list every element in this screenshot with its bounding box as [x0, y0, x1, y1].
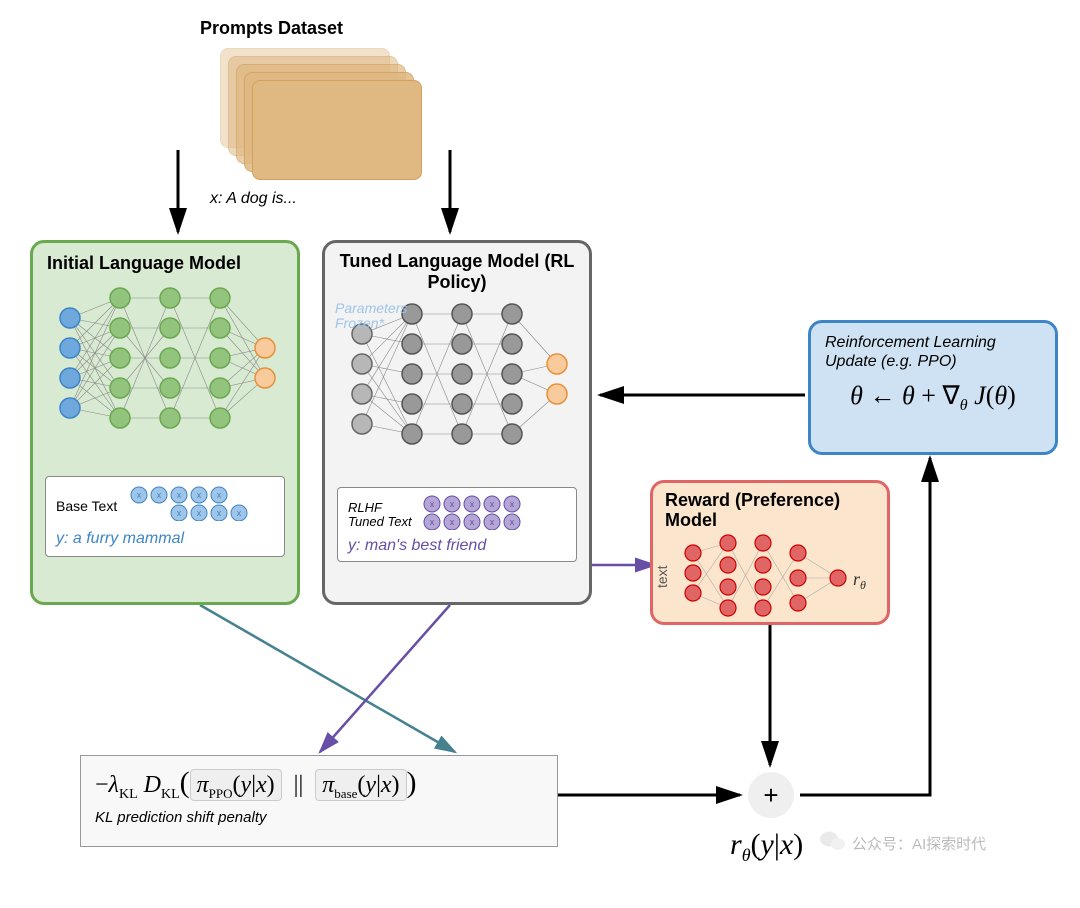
rl-update-label: Reinforcement Learning Update (e.g. PPO): [825, 333, 1041, 371]
kl-label: KL prediction shift penalty: [95, 809, 543, 826]
kl-equation: −λKL DKL(πPPO(y|x) || πbase(y|x)): [95, 766, 543, 803]
svg-text:x: x: [469, 517, 474, 527]
tuned-lm-box: Tuned Language Model (RL Policy) Paramet…: [322, 240, 592, 605]
svg-text:x: x: [197, 508, 202, 518]
svg-text:x: x: [429, 499, 434, 509]
prompts-example: x: A dog is...: [210, 190, 297, 208]
tuned-lm-output-box: RLHF Tuned Text xxxxxxxxxx y: man's best…: [337, 487, 577, 562]
reward-equation: rθ(y|x): [730, 828, 803, 866]
tuned-lm-title: Tuned Language Model (RL Policy): [325, 243, 589, 294]
reward-model-title: Reward (Preference) Model: [653, 483, 887, 533]
svg-text:x: x: [509, 499, 514, 509]
svg-text:x: x: [157, 490, 162, 500]
svg-text:x: x: [177, 490, 182, 500]
rl-update-equation: θ ← θ + ∇θ J(θ): [825, 381, 1041, 415]
initial-lm-example: y: a furry mammal: [56, 530, 274, 548]
svg-text:x: x: [137, 490, 142, 500]
svg-text:x: x: [177, 508, 182, 518]
svg-text:rθ: rθ: [853, 569, 866, 592]
prompts-cards: [220, 48, 420, 168]
svg-text:x: x: [469, 499, 474, 509]
kl-box: −λKL DKL(πPPO(y|x) || πbase(y|x)) KL pre…: [80, 755, 558, 847]
prompts-dataset-title: Prompts Dataset: [200, 18, 343, 39]
reward-model-nn-icon: text rθ: [653, 533, 883, 623]
tuned-text-tokens-icon: xxxxxxxxxx: [422, 494, 552, 535]
initial-lm-nn-icon: [40, 278, 290, 438]
base-text-tokens-icon: xxxxxxxxx: [129, 485, 259, 526]
svg-text:x: x: [429, 517, 434, 527]
svg-text:x: x: [197, 490, 202, 500]
reward-text-label: text: [654, 565, 670, 588]
tuned-text-label: Tuned Text: [348, 515, 412, 529]
frozen-label: Parameters Frozen*: [335, 301, 415, 332]
svg-text:x: x: [449, 517, 454, 527]
svg-text:x: x: [489, 517, 494, 527]
wechat-icon: [820, 830, 846, 856]
initial-lm-title: Initial Language Model: [33, 243, 297, 278]
rl-update-box: Reinforcement Learning Update (e.g. PPO)…: [808, 320, 1058, 455]
reward-model-box: Reward (Preference) Model text rθ: [650, 480, 890, 625]
svg-text:x: x: [217, 508, 222, 518]
base-text-label: Base Text: [56, 498, 117, 514]
watermark: 公众号：AI探索时代: [820, 830, 986, 856]
svg-text:x: x: [449, 499, 454, 509]
plus-node: +: [748, 772, 794, 818]
svg-text:x: x: [509, 517, 514, 527]
svg-text:x: x: [237, 508, 242, 518]
svg-text:x: x: [489, 499, 494, 509]
svg-text:x: x: [217, 490, 222, 500]
rlhf-label: RLHF: [348, 501, 412, 515]
tuned-lm-example: y: man's best friend: [348, 537, 566, 555]
initial-lm-box: Initial Language Model Base Text: [30, 240, 300, 605]
initial-lm-output-box: Base Text xxxxxxxxx y: a furry mammal: [45, 476, 285, 557]
